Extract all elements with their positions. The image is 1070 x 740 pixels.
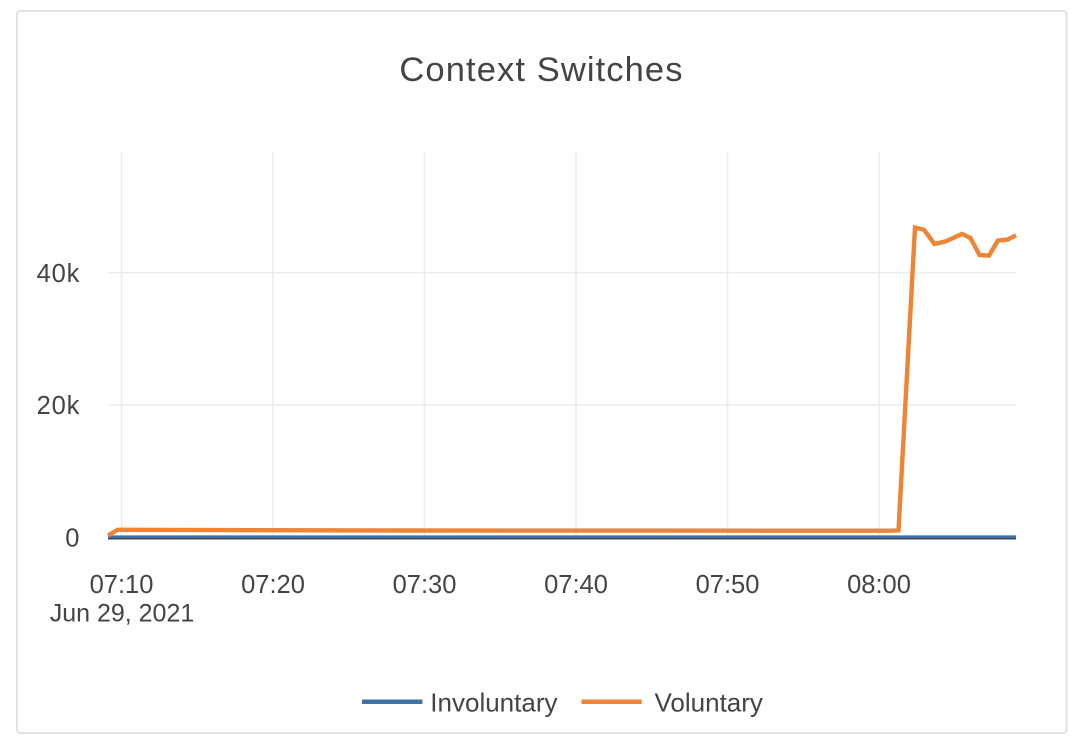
svg-text:Context Switches: Context Switches [399,51,683,89]
svg-text:07:20: 07:20 [241,571,305,599]
svg-text:07:30: 07:30 [393,571,457,599]
svg-text:07:40: 07:40 [544,571,608,599]
svg-text:Involuntary: Involuntary [430,687,557,717]
svg-text:20k: 20k [37,392,81,420]
svg-text:07:10: 07:10 [90,571,154,599]
svg-text:08:00: 08:00 [847,571,911,599]
svg-text:0: 0 [65,524,80,552]
svg-text:Voluntary: Voluntary [655,687,763,717]
svg-text:Jun 29, 2021: Jun 29, 2021 [50,599,195,627]
svg-text:40k: 40k [37,260,81,288]
svg-text:07:50: 07:50 [696,571,760,599]
